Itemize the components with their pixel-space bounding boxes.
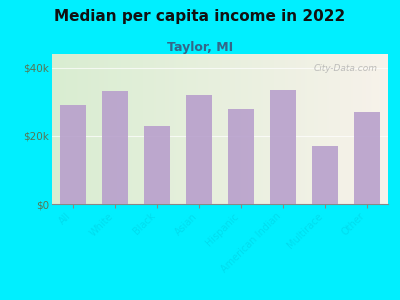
Bar — [60, 105, 86, 204]
Bar — [144, 126, 170, 204]
Text: Taylor, MI: Taylor, MI — [167, 40, 233, 53]
Text: Median per capita income in 2022: Median per capita income in 2022 — [54, 9, 346, 24]
Bar — [270, 90, 296, 204]
Bar — [102, 92, 128, 204]
Bar — [312, 146, 338, 204]
Bar — [186, 95, 212, 204]
Bar — [354, 112, 380, 204]
Bar — [228, 109, 254, 204]
Text: City-Data.com: City-Data.com — [314, 64, 378, 74]
